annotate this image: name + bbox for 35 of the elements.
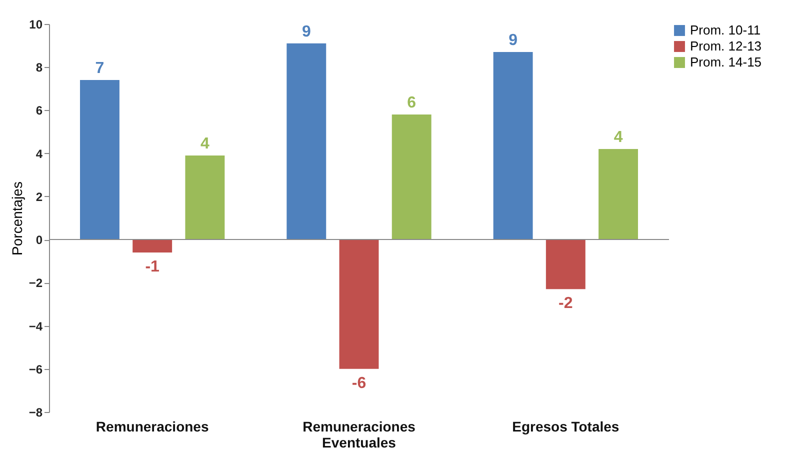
bar: [185, 155, 225, 240]
data-label: -1: [145, 258, 160, 276]
y-tick-label: −8: [28, 406, 43, 420]
data-label: 6: [407, 94, 416, 112]
data-label: 9: [508, 32, 518, 50]
bar: [546, 240, 586, 290]
y-tick-label: 8: [36, 60, 43, 75]
data-label: -6: [352, 374, 366, 392]
y-tick-label: −2: [28, 276, 43, 290]
bar: [132, 240, 172, 252]
legend-label: Prom. 10-11: [690, 22, 761, 38]
data-label: 7: [95, 60, 104, 78]
x-tick-label: Egresos Totales: [512, 418, 620, 434]
y-tick-label: 0: [36, 233, 43, 248]
data-label: 4: [200, 135, 210, 152]
bar: [286, 43, 326, 240]
y-tick-label: 6: [36, 104, 43, 118]
bar: [339, 240, 379, 369]
bar: [392, 114, 432, 240]
bar: [493, 52, 533, 240]
y-tick-label: 4: [36, 146, 43, 161]
data-label: 9: [302, 23, 311, 40]
data-label: 4: [614, 129, 623, 146]
y-axis-title: Porcentajes: [8, 182, 25, 256]
legend-label: Prom. 12-13: [690, 38, 762, 54]
x-tick-label: Remuneraciones: [96, 418, 209, 434]
x-tick-label: Remuneraciones Eventuales: [302, 418, 416, 450]
y-tick-label: 2: [36, 190, 43, 204]
y-tick-label: 10: [29, 18, 43, 32]
bar: [80, 80, 120, 240]
legend-label: Prom. 14-15: [690, 54, 762, 70]
bar: [598, 149, 638, 240]
y-tick-label: −4: [28, 319, 43, 334]
y-tick-label: −6: [28, 362, 43, 376]
data-label: -2: [558, 295, 573, 312]
